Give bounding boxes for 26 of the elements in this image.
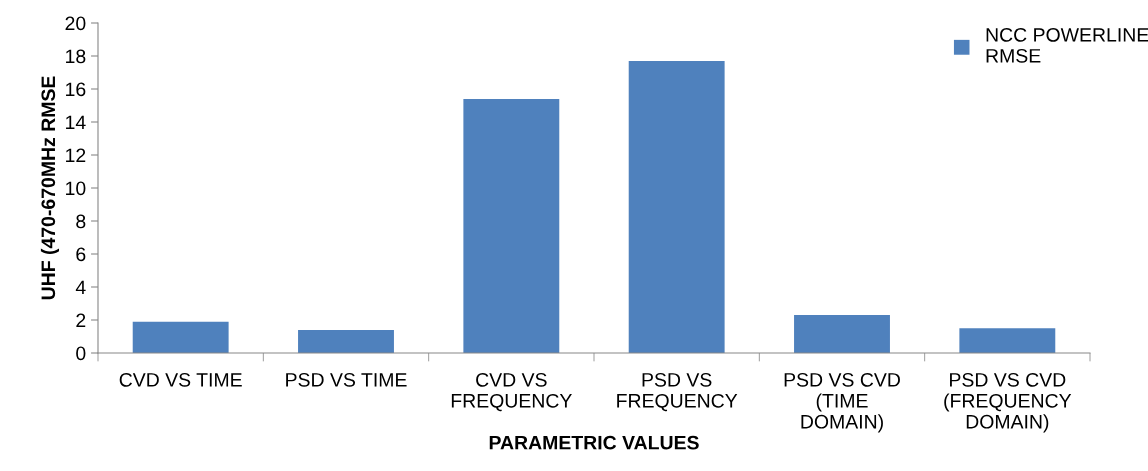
bar (463, 98, 560, 353)
bar (298, 329, 394, 353)
y-tick-label: 8 (76, 214, 86, 229)
y-axis-title: UHF (470-670MHz RMSE (40, 76, 60, 300)
y-tick-label: 0 (76, 346, 86, 361)
x-tick-label: PSD VS FREQUENCY (617, 372, 738, 412)
y-tick-label: 10 (66, 181, 86, 196)
y-tick-label: 6 (76, 247, 86, 262)
bar (794, 315, 890, 353)
legend-label: NCC POWERLINE RMSE (986, 27, 1148, 63)
x-tick-label: PSD VS TIME (286, 372, 407, 387)
y-tick-label: 12 (66, 148, 86, 163)
x-tick-label: CVD VS TIME (119, 372, 242, 387)
x-tick-label: PSD VS CVD (FREQUENCY DOMAIN) (944, 372, 1072, 433)
bar (628, 60, 725, 353)
x-axis-title: PARAMETRIC VALUES (489, 435, 699, 450)
y-tick-label: 14 (66, 115, 86, 130)
y-tick-label: 2 (76, 313, 86, 328)
y-tick-label: 16 (66, 82, 86, 97)
bar (132, 321, 229, 353)
y-tick-label: 18 (66, 49, 86, 64)
x-tick-label: CVD VS FREQUENCY (451, 372, 572, 412)
bar (959, 328, 1056, 353)
x-tick-label: PSD VS CVD (TIME DOMAIN) (784, 372, 900, 433)
y-tick-label: 20 (65, 16, 86, 31)
y-tick-label: 4 (75, 280, 86, 295)
